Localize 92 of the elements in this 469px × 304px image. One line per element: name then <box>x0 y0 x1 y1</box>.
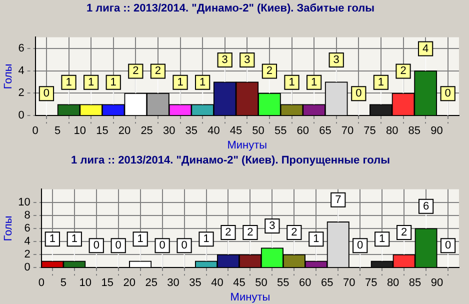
data-label: 0 <box>43 88 50 100</box>
data-label: 3 <box>222 54 228 66</box>
x-tick-label: 90 <box>430 277 444 290</box>
x-tick-label: 75 <box>364 125 376 138</box>
x-tick-label: 70 <box>341 125 354 138</box>
x-tick-label: 70 <box>342 277 356 290</box>
data-label: 1 <box>203 233 210 246</box>
data-label: 0 <box>159 240 166 252</box>
x-tick-label: 5 <box>54 125 61 138</box>
y-tick-label: 8 <box>24 209 30 222</box>
x-tick-label: 50 <box>255 277 268 290</box>
y-tick-label: 4 <box>18 64 24 77</box>
x-tick-label: 15 <box>101 277 114 290</box>
x-tick-label: 75 <box>364 277 378 290</box>
data-label: 1 <box>310 76 318 88</box>
x-tick-label: 60 <box>299 277 312 290</box>
data-label: 3 <box>333 54 340 66</box>
x-tick-label: 35 <box>185 125 198 138</box>
data-label: 1 <box>200 76 206 88</box>
data-label: 3 <box>269 220 276 232</box>
x-tick-label: 90 <box>430 125 443 138</box>
x-tick-label: 30 <box>167 277 180 290</box>
data-label: 1 <box>313 233 320 246</box>
x-tick-label: 50 <box>252 125 264 138</box>
x-tick-label: 45 <box>230 125 242 138</box>
data-label: 2 <box>225 226 232 239</box>
data-label: 7 <box>335 194 342 206</box>
x-tick-label: 0 <box>38 277 44 290</box>
y-tick-label: 4 <box>24 236 30 248</box>
x-tick-label: 40 <box>211 277 224 290</box>
y-tick-label: 10 <box>18 196 30 208</box>
x-tick-label: 55 <box>277 277 290 290</box>
data-label: 1 <box>110 76 116 88</box>
data-label: 4 <box>422 42 429 55</box>
x-axis-title: Минуты <box>230 291 270 304</box>
y-tick-label: 0 <box>24 262 30 274</box>
x-tick-label: 80 <box>386 125 398 138</box>
x-tick-label: 15 <box>96 125 108 138</box>
x-tick-label: 45 <box>233 277 246 290</box>
data-label: 1 <box>379 233 386 246</box>
data-label: 1 <box>137 233 144 246</box>
x-tick-label: 5 <box>60 277 66 290</box>
data-label: 2 <box>291 226 298 239</box>
y-tick-label: 2 <box>18 87 24 100</box>
data-label: 0 <box>181 240 188 252</box>
data-label: 0 <box>444 240 452 252</box>
x-tick-label: 25 <box>145 277 158 290</box>
x-tick-label: 65 <box>319 125 332 138</box>
data-label: 6 <box>422 200 430 212</box>
data-label: 1 <box>88 76 94 88</box>
x-tick-label: 10 <box>79 277 92 290</box>
chart-title: 1 лига :: 2013/2014. "Динамо-2" (Киев). Пропущенные голы <box>71 154 390 167</box>
data-label: 2 <box>132 65 139 78</box>
x-tick-label: 80 <box>386 277 400 290</box>
x-tick-label: 10 <box>74 125 86 138</box>
data-label: 1 <box>49 233 56 246</box>
data-label: 0 <box>444 88 451 100</box>
y-tick-label: 6 <box>24 222 30 234</box>
x-tick-label: 35 <box>189 277 202 290</box>
y-axis-title: Голы <box>2 64 15 90</box>
y-tick-label: 0 <box>18 110 24 122</box>
data-label: 1 <box>177 76 184 88</box>
x-tick-label: 55 <box>274 125 287 138</box>
x-tick-label: 30 <box>162 125 176 138</box>
data-label: 1 <box>66 76 72 88</box>
data-label: 0 <box>357 240 364 252</box>
x-tick-label: 0 <box>32 125 38 138</box>
data-label: 1 <box>288 76 295 88</box>
x-tick-label: 85 <box>408 277 422 290</box>
y-tick-label: 6 <box>18 42 24 54</box>
y-axis-title: Голы <box>2 216 15 242</box>
x-axis-title: Минуты <box>227 139 268 152</box>
data-label: 1 <box>378 76 384 88</box>
data-label: 2 <box>400 65 406 78</box>
x-tick-label: 20 <box>118 125 131 138</box>
data-label: 3 <box>244 54 250 66</box>
data-label: 2 <box>400 226 408 239</box>
y-tick-label: 2 <box>24 248 30 261</box>
x-tick-label: 25 <box>140 125 153 138</box>
x-tick-label: 85 <box>408 125 421 138</box>
data-label: 2 <box>266 65 273 78</box>
data-label: 1 <box>71 233 78 246</box>
data-label: 2 <box>154 65 162 78</box>
x-tick-label: 60 <box>296 125 310 138</box>
data-label: 0 <box>93 240 100 252</box>
data-label: 2 <box>247 226 254 239</box>
data-label: 0 <box>356 88 362 100</box>
data-label: 0 <box>115 240 122 252</box>
chart-title: 1 лига :: 2013/2014. "Динамо-2" (Киев). Забитые голы <box>86 2 375 15</box>
x-tick-label: 40 <box>208 125 220 138</box>
x-tick-label: 65 <box>321 277 334 290</box>
x-tick-label: 20 <box>123 277 136 290</box>
